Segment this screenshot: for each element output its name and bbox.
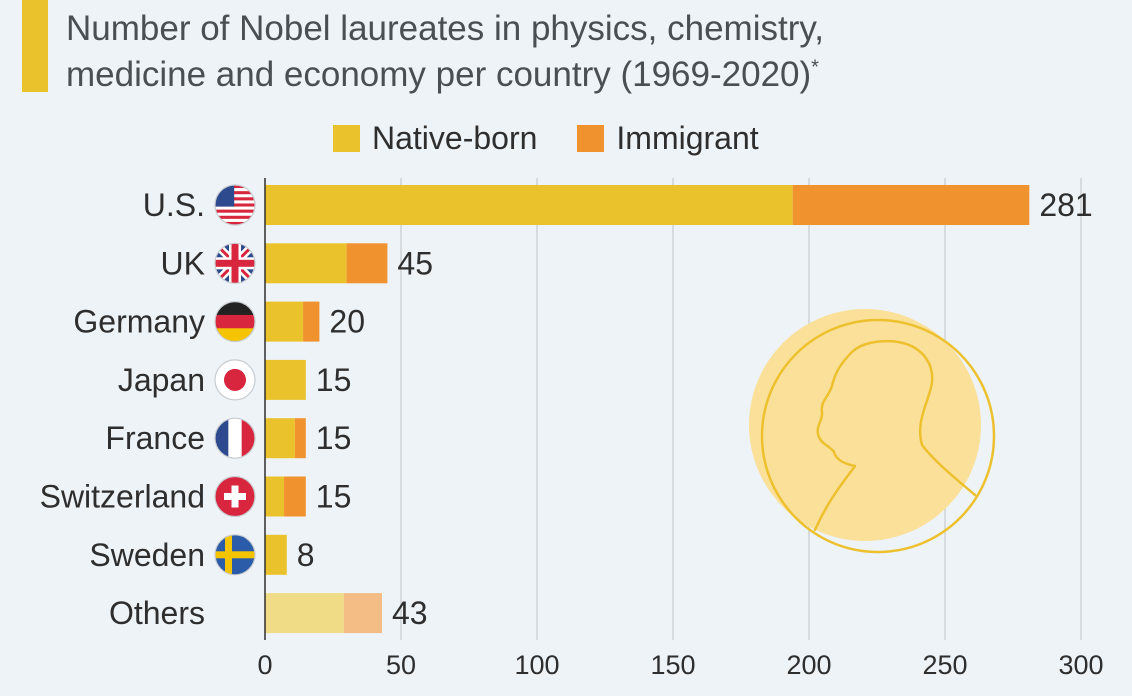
value-label-switzerland: 15	[316, 479, 352, 515]
category-label-sweden: Sweden	[89, 537, 205, 573]
chart-title: Number of Nobel laureates in physics, ch…	[66, 6, 824, 98]
us-flag-icon	[214, 184, 256, 226]
uk-flag-icon	[214, 242, 256, 284]
title-accent-bar	[22, 0, 48, 92]
chart-title-line-1: Number of Nobel laureates in physics, ch…	[66, 9, 824, 48]
x-tick-label-50: 50	[386, 650, 416, 680]
switzerland-flag-icon	[214, 475, 256, 518]
bar-uk-immigrant	[346, 243, 388, 284]
value-label-france: 15	[316, 420, 352, 456]
germany-flag-icon	[214, 301, 256, 343]
category-label-japan: Japan	[118, 362, 205, 398]
legend-label-native-born: Native-born	[372, 119, 538, 156]
category-label-france: France	[105, 420, 205, 456]
flags	[214, 184, 256, 576]
value-label-u-s: 281	[1039, 187, 1092, 223]
category-label-uk: UK	[161, 245, 205, 281]
bar-france-native-born	[265, 418, 295, 459]
category-label-others: Others	[109, 595, 205, 631]
legend-swatch-immigrant	[577, 124, 605, 152]
bar-switzerland-native-born	[265, 476, 285, 517]
legend: Native-born Immigrant	[333, 116, 799, 160]
legend-label-immigrant: Immigrant	[616, 119, 759, 156]
value-label-sweden: 8	[297, 537, 315, 573]
value-label-uk: 45	[397, 245, 433, 281]
france-flag-icon	[214, 417, 256, 459]
x-tick-label-250: 250	[922, 650, 967, 680]
legend-swatch-native-born	[333, 124, 360, 152]
bar-others-immigrant	[343, 593, 382, 634]
legend-item-immigrant: Immigrant	[577, 119, 759, 157]
bar-u-s-immigrant	[792, 185, 1030, 225]
bar-switzerland-immigrant	[284, 476, 306, 517]
bar-germany-native-born	[265, 301, 304, 342]
category-labels: U.S. UK Germany Japan France Switzerland Swede…	[40, 187, 205, 631]
value-label-others: 43	[392, 595, 428, 631]
x-tick-label-300: 300	[1058, 650, 1103, 680]
value-label-germany: 20	[329, 304, 365, 340]
chart-title-line-2: medicine and economy per country (1969-2…	[66, 55, 812, 94]
x-tick-label-150: 150	[650, 650, 695, 680]
bar-sweden-native-born	[265, 534, 287, 575]
sweden-flag-icon	[214, 534, 256, 576]
bar-japan-native-born	[265, 359, 306, 400]
category-label-switzerland: Switzerland	[40, 479, 205, 515]
bar-uk-native-born	[265, 243, 347, 284]
bar-u-s-native-born	[265, 185, 793, 225]
x-tick-label-100: 100	[514, 650, 559, 680]
nobel-medal-icon	[749, 309, 996, 554]
bar-others-native-born	[265, 593, 344, 634]
x-tick-label-200: 200	[786, 650, 831, 680]
category-label-germany: Germany	[73, 304, 205, 340]
value-label-japan: 15	[316, 362, 352, 398]
title-footnote-mark: *	[811, 56, 819, 79]
japan-flag-icon	[214, 359, 256, 401]
category-label-u-s: U.S.	[143, 187, 205, 223]
x-axis: 0 50 100 150 200 250 300	[257, 178, 1104, 680]
bar-france-immigrant	[294, 418, 306, 459]
bars	[265, 185, 1030, 634]
x-tick-label-0: 0	[257, 650, 272, 680]
legend-item-native-born: Native-born	[333, 120, 537, 157]
bar-germany-immigrant	[303, 301, 320, 342]
